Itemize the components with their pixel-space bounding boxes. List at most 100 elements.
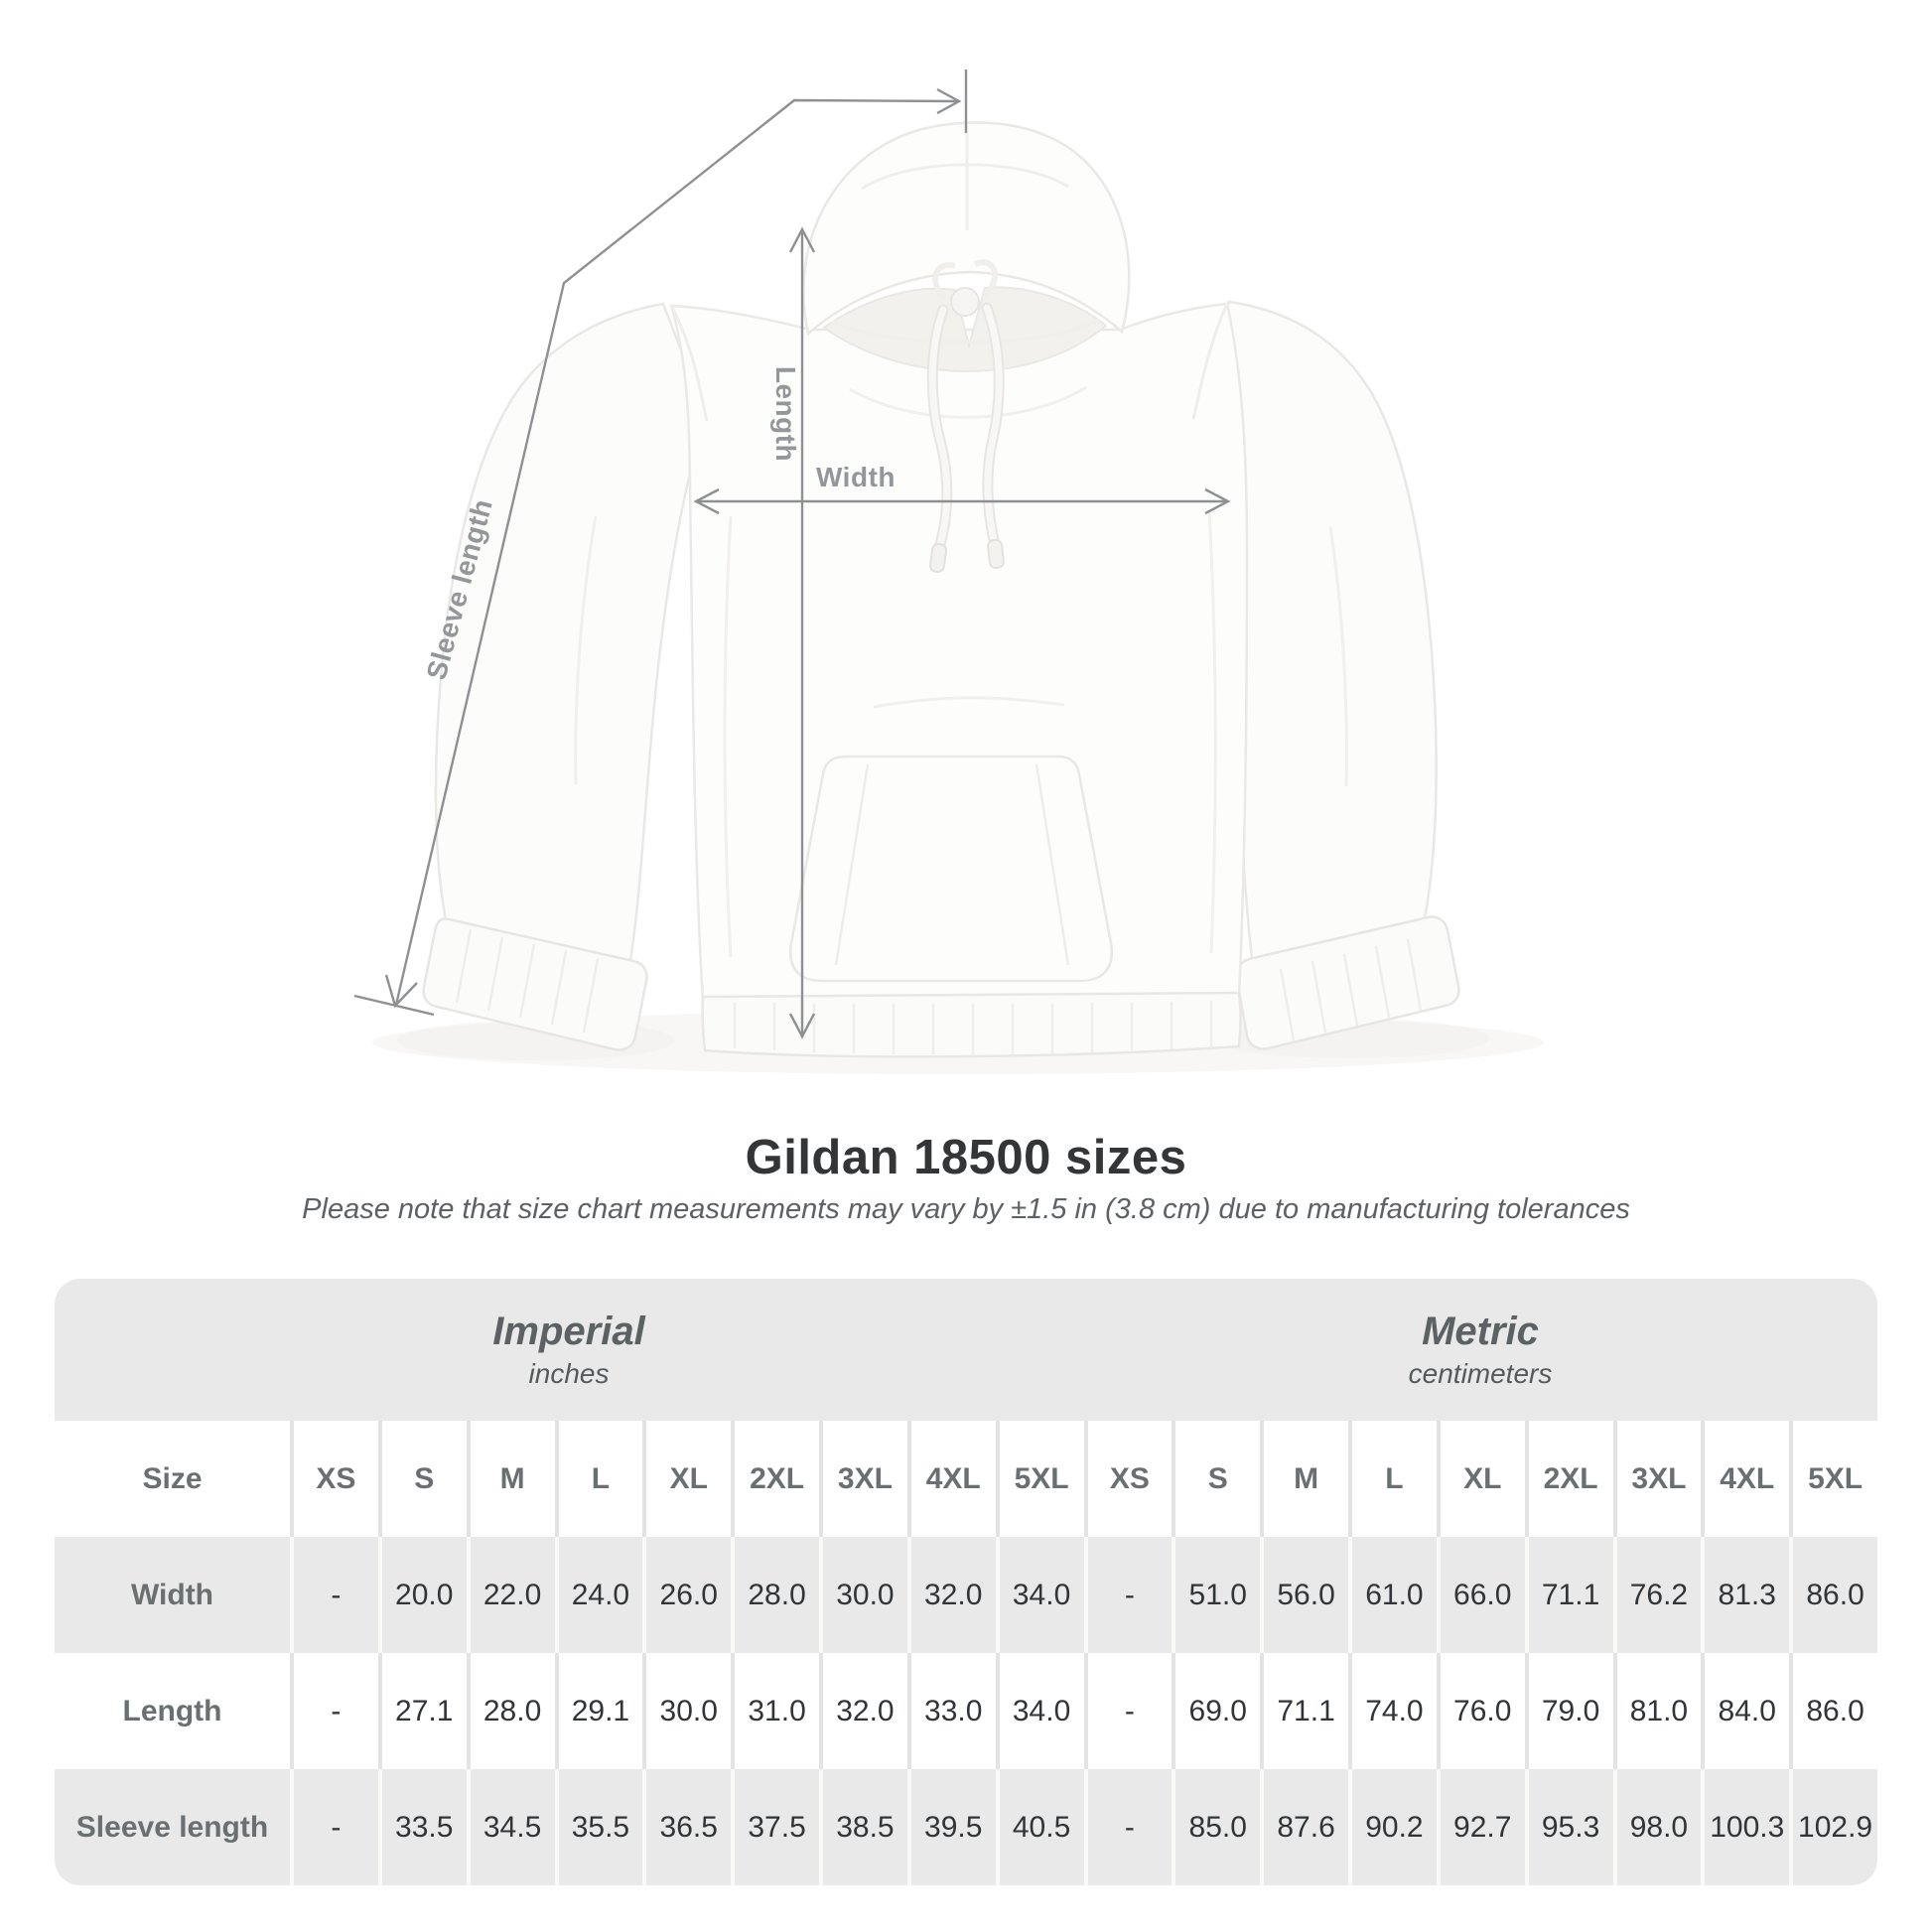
value-cell: 76.2 bbox=[1612, 1537, 1702, 1653]
imperial-group-unit: inches bbox=[528, 1358, 610, 1389]
value-cell: 86.0 bbox=[1789, 1653, 1877, 1769]
value-cell: - bbox=[290, 1537, 378, 1653]
value-cell: 38.5 bbox=[819, 1769, 907, 1885]
size-col-imperial-s: S bbox=[377, 1421, 467, 1537]
value-cell: 81.3 bbox=[1701, 1537, 1789, 1653]
value-cell: - bbox=[290, 1653, 378, 1769]
metric-group-name: Metric bbox=[1422, 1310, 1539, 1353]
value-cell: 28.0 bbox=[466, 1653, 555, 1769]
row-label: Length bbox=[122, 1694, 222, 1727]
value-cell: 33.0 bbox=[906, 1653, 996, 1769]
value-cell: 20.0 bbox=[377, 1537, 467, 1653]
size-col-imperial-l: L bbox=[554, 1421, 643, 1537]
width-dimension-line bbox=[693, 487, 1231, 515]
value-cell: 32.0 bbox=[819, 1653, 907, 1769]
value-cell: 102.9 bbox=[1789, 1769, 1877, 1885]
page-title: Gildan 18500 sizes bbox=[745, 1131, 1187, 1184]
size-header-row: Size XS S M L XL 2XL 3XL 4XL 5XL XS S M … bbox=[55, 1421, 1877, 1537]
size-col-metric-2xl: 2XL bbox=[1524, 1421, 1613, 1537]
size-col-metric-5xl: 5XL bbox=[1789, 1421, 1877, 1537]
left-sleeve bbox=[434, 302, 709, 969]
length-dimension-line bbox=[788, 226, 816, 1039]
value-cell: 31.0 bbox=[731, 1653, 819, 1769]
size-col-metric-3xl: 3XL bbox=[1612, 1421, 1702, 1537]
value-cell: 39.5 bbox=[906, 1769, 996, 1885]
value-cell: 34.5 bbox=[466, 1769, 555, 1885]
size-col-metric-xs: XS bbox=[1083, 1421, 1173, 1537]
size-col-imperial-3xl: 3XL bbox=[819, 1421, 907, 1537]
size-col-metric-4xl: 4XL bbox=[1701, 1421, 1789, 1537]
imperial-group-header: Imperial inches bbox=[55, 1279, 1083, 1421]
size-col-metric-xl: XL bbox=[1436, 1421, 1525, 1537]
row-label: Width bbox=[130, 1578, 214, 1611]
drawstrings bbox=[926, 259, 1005, 574]
value-cell: 66.0 bbox=[1436, 1537, 1525, 1653]
value-cell: - bbox=[1083, 1769, 1173, 1885]
value-cell: 87.6 bbox=[1260, 1769, 1348, 1885]
value-cell: 90.2 bbox=[1348, 1769, 1437, 1885]
hoodie-illustration bbox=[422, 121, 1460, 1058]
value-cell: 24.0 bbox=[554, 1537, 643, 1653]
size-col-imperial-xs: XS bbox=[290, 1421, 378, 1537]
value-cell: 84.0 bbox=[1701, 1653, 1789, 1769]
value-cell: 32.0 bbox=[906, 1537, 996, 1653]
value-cell: 35.5 bbox=[554, 1769, 643, 1885]
size-col-imperial-4xl: 4XL bbox=[906, 1421, 996, 1537]
size-chart-table: Imperial inches Metric centimeters Size … bbox=[55, 1279, 1877, 1885]
value-cell: - bbox=[1083, 1537, 1173, 1653]
value-cell: 29.1 bbox=[554, 1653, 643, 1769]
table-row-width: Width - 20.0 22.0 24.0 26.0 28.0 30.0 32… bbox=[55, 1537, 1877, 1653]
value-cell: 51.0 bbox=[1172, 1537, 1260, 1653]
value-cell: 81.0 bbox=[1612, 1653, 1702, 1769]
unit-group-band: Imperial inches Metric centimeters bbox=[55, 1279, 1877, 1421]
value-cell: 86.0 bbox=[1789, 1537, 1877, 1653]
size-column-header: Size bbox=[142, 1461, 203, 1495]
value-cell: 28.0 bbox=[731, 1537, 819, 1653]
imperial-group-name: Imperial bbox=[492, 1310, 645, 1353]
value-cell: 36.5 bbox=[642, 1769, 731, 1885]
size-col-imperial-2xl: 2XL bbox=[731, 1421, 819, 1537]
kangaroo-pocket bbox=[788, 755, 1114, 983]
size-col-imperial-m: M bbox=[466, 1421, 555, 1537]
value-cell: 37.5 bbox=[731, 1769, 819, 1885]
size-col-metric-s: S bbox=[1172, 1421, 1260, 1537]
value-cell: 26.0 bbox=[642, 1537, 731, 1653]
size-col-imperial-5xl: 5XL bbox=[995, 1421, 1084, 1537]
size-col-imperial-xl: XL bbox=[642, 1421, 731, 1537]
value-cell: 95.3 bbox=[1524, 1769, 1613, 1885]
value-cell: 69.0 bbox=[1172, 1653, 1260, 1769]
size-col-metric-l: L bbox=[1348, 1421, 1437, 1537]
value-cell: - bbox=[1083, 1653, 1173, 1769]
tolerance-note: Please note that size chart measurements… bbox=[302, 1193, 1630, 1225]
value-cell: 34.0 bbox=[995, 1653, 1084, 1769]
hood-opening bbox=[822, 286, 1108, 373]
value-cell: 71.1 bbox=[1260, 1653, 1348, 1769]
value-cell: 30.0 bbox=[819, 1537, 907, 1653]
value-cell: 56.0 bbox=[1260, 1537, 1348, 1653]
value-cell: 92.7 bbox=[1436, 1769, 1525, 1885]
value-cell: 61.0 bbox=[1348, 1537, 1437, 1653]
metric-group-header: Metric centimeters bbox=[1083, 1279, 1877, 1421]
row-label: Sleeve length bbox=[75, 1810, 269, 1844]
value-cell: 30.0 bbox=[642, 1653, 731, 1769]
sleeve-length-dimension-line bbox=[353, 69, 968, 1017]
value-cell: 34.0 bbox=[995, 1537, 1084, 1653]
value-cell: 98.0 bbox=[1612, 1769, 1702, 1885]
width-dimension-label: Width bbox=[816, 462, 896, 492]
value-cell: - bbox=[290, 1769, 378, 1885]
value-cell: 71.1 bbox=[1524, 1537, 1613, 1653]
value-cell: 79.0 bbox=[1524, 1653, 1613, 1769]
value-cell: 76.0 bbox=[1436, 1653, 1525, 1769]
value-cell: 85.0 bbox=[1172, 1769, 1260, 1885]
value-cell: 40.5 bbox=[995, 1769, 1084, 1885]
value-cell: 27.1 bbox=[377, 1653, 467, 1769]
value-cell: 74.0 bbox=[1348, 1653, 1437, 1769]
size-col-metric-m: M bbox=[1260, 1421, 1348, 1537]
value-cell: 22.0 bbox=[466, 1537, 555, 1653]
hem-band bbox=[701, 991, 1242, 1058]
table-row-sleeve-length: Sleeve length - 33.5 34.5 35.5 36.5 37.5… bbox=[55, 1769, 1877, 1885]
metric-group-unit: centimeters bbox=[1408, 1358, 1553, 1389]
hoodie-measurement-diagram: Length Width Sleeve length bbox=[353, 69, 1460, 1058]
value-cell: 100.3 bbox=[1701, 1769, 1789, 1885]
